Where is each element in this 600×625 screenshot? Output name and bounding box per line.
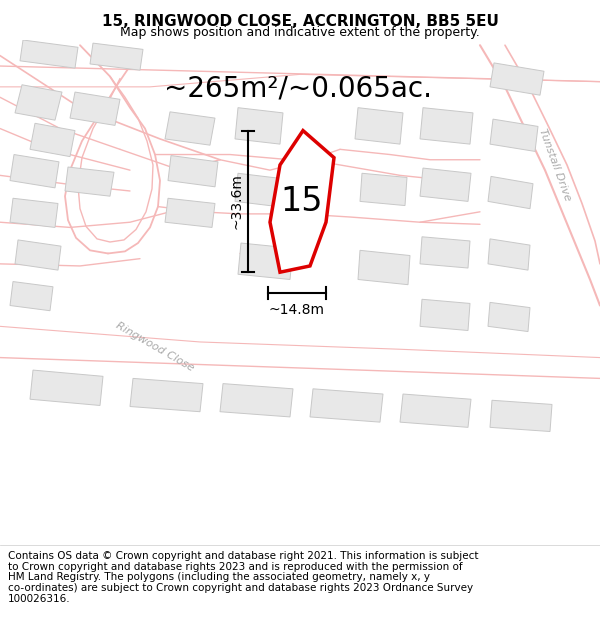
Polygon shape	[15, 240, 61, 270]
Polygon shape	[400, 394, 471, 428]
Text: co-ordinates) are subject to Crown copyright and database rights 2023 Ordnance S: co-ordinates) are subject to Crown copyr…	[8, 583, 473, 593]
Polygon shape	[420, 168, 471, 201]
Text: ~265m²/~0.065ac.: ~265m²/~0.065ac.	[164, 75, 432, 103]
Polygon shape	[355, 107, 403, 144]
Polygon shape	[490, 119, 538, 151]
Text: 15: 15	[281, 185, 323, 218]
Polygon shape	[488, 302, 530, 331]
Text: Tunstall Drive: Tunstall Drive	[537, 127, 573, 202]
Polygon shape	[488, 176, 533, 209]
Text: to Crown copyright and database rights 2023 and is reproduced with the permissio: to Crown copyright and database rights 2…	[8, 562, 463, 572]
Polygon shape	[270, 131, 334, 272]
Polygon shape	[10, 154, 59, 188]
Polygon shape	[10, 198, 58, 228]
Polygon shape	[235, 107, 283, 144]
Text: Contains OS data © Crown copyright and database right 2021. This information is : Contains OS data © Crown copyright and d…	[8, 551, 478, 561]
Polygon shape	[235, 173, 281, 207]
Polygon shape	[10, 282, 53, 311]
Text: 15, RINGWOOD CLOSE, ACCRINGTON, BB5 5EU: 15, RINGWOOD CLOSE, ACCRINGTON, BB5 5EU	[101, 14, 499, 29]
Polygon shape	[15, 85, 62, 120]
Polygon shape	[238, 243, 293, 279]
Polygon shape	[30, 370, 103, 406]
Polygon shape	[358, 251, 410, 285]
Polygon shape	[70, 92, 120, 126]
Text: 100026316.: 100026316.	[8, 594, 70, 604]
Polygon shape	[220, 384, 293, 417]
Polygon shape	[165, 112, 215, 145]
Text: ~33.6m: ~33.6m	[229, 174, 243, 229]
Polygon shape	[65, 167, 114, 196]
Text: Ringwood Close: Ringwood Close	[114, 321, 196, 374]
Polygon shape	[488, 239, 530, 270]
Polygon shape	[420, 107, 473, 144]
Polygon shape	[168, 156, 218, 187]
Polygon shape	[310, 389, 383, 422]
Text: HM Land Registry. The polygons (including the associated geometry, namely x, y: HM Land Registry. The polygons (includin…	[8, 572, 430, 582]
Text: Map shows position and indicative extent of the property.: Map shows position and indicative extent…	[120, 26, 480, 39]
Text: ~14.8m: ~14.8m	[269, 302, 325, 317]
Polygon shape	[420, 299, 470, 331]
Polygon shape	[20, 40, 78, 68]
Polygon shape	[420, 237, 470, 268]
Polygon shape	[130, 378, 203, 412]
Polygon shape	[490, 400, 552, 431]
Polygon shape	[490, 63, 544, 95]
Polygon shape	[90, 43, 143, 70]
Polygon shape	[360, 173, 407, 206]
Polygon shape	[165, 198, 215, 228]
Polygon shape	[30, 123, 75, 157]
